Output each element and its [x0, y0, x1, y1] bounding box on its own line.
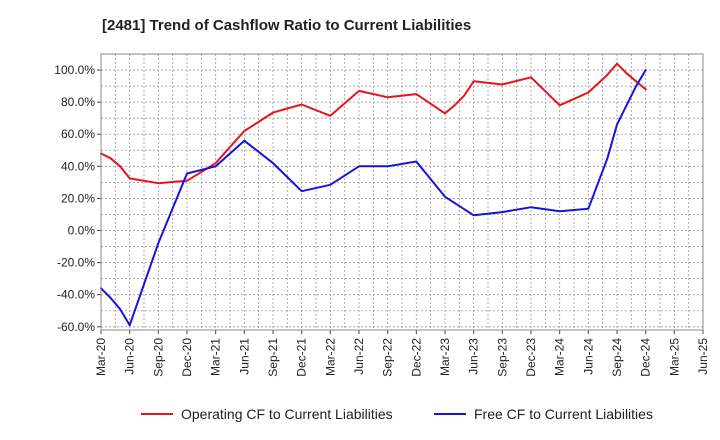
- x-tick-label: Dec-22: [409, 338, 423, 377]
- y-tick-label: 20.0%: [61, 191, 95, 205]
- x-tick-label: Jun-21: [237, 338, 251, 375]
- series-line-free-cf: [100, 69, 647, 327]
- y-tick-label: -60.0%: [57, 320, 95, 334]
- y-tick-label: -20.0%: [57, 256, 95, 270]
- x-tick-label: Mar-23: [438, 338, 452, 376]
- y-axis-ticks: 100.0% 80.0% 60.0% 40.0% 20.0% 0.0% -20.0% -40.…: [54, 63, 101, 334]
- x-tick-label: Dec-20: [180, 338, 194, 377]
- y-tick-label: 100.0%: [54, 63, 95, 77]
- x-tick-label: Jun-22: [352, 338, 366, 375]
- x-tick-label: Dec-24: [639, 338, 653, 377]
- x-tick-label: Sep-22: [381, 338, 395, 377]
- plot-frame: [100, 53, 704, 331]
- x-tick-label: Mar-24: [553, 338, 567, 376]
- x-tick-label: Dec-23: [524, 338, 538, 377]
- x-tick-label: Jun-24: [581, 338, 595, 375]
- y-tick-label: 0.0%: [68, 224, 96, 238]
- gridlines: [100, 53, 704, 330]
- x-tick-label: Sep-24: [610, 338, 624, 377]
- series-line-operating-cf: [100, 62, 647, 185]
- x-tick-label: Mar-25: [667, 338, 681, 376]
- x-tick-label: Jun-23: [467, 338, 481, 375]
- y-tick-label: -40.0%: [57, 288, 95, 302]
- chart-title: [2481] Trend of Cashflow Ratio to Curren…: [102, 17, 471, 34]
- series-lines: [100, 62, 647, 327]
- x-tick-label: Mar-22: [323, 338, 337, 376]
- x-tick-label: Sep-20: [151, 338, 165, 377]
- x-axis-ticks: Mar-20 Jun-20 Sep-20 Dec-20 Mar-21 Jun-21 Sep-…: [94, 330, 710, 377]
- y-tick-label: 80.0%: [61, 95, 95, 109]
- x-tick-label: Jun-20: [123, 338, 137, 375]
- x-tick-label: Sep-21: [266, 338, 280, 377]
- x-tick-label: Dec-21: [295, 338, 309, 377]
- x-tick-label: Mar-21: [209, 338, 223, 376]
- legend-label-operating-cf: Operating CF to Current Liabilities: [181, 406, 393, 422]
- x-tick-label: Sep-23: [495, 338, 509, 377]
- x-tick-label: Jun-25: [696, 338, 710, 375]
- y-tick-label: 60.0%: [61, 127, 95, 141]
- x-tick-label: Mar-20: [94, 338, 108, 376]
- y-tick-label: 40.0%: [61, 159, 95, 173]
- legend-label-free-cf: Free CF to Current Liabilities: [474, 406, 653, 422]
- legend: Operating CF to Current Liabilities Free…: [141, 406, 653, 422]
